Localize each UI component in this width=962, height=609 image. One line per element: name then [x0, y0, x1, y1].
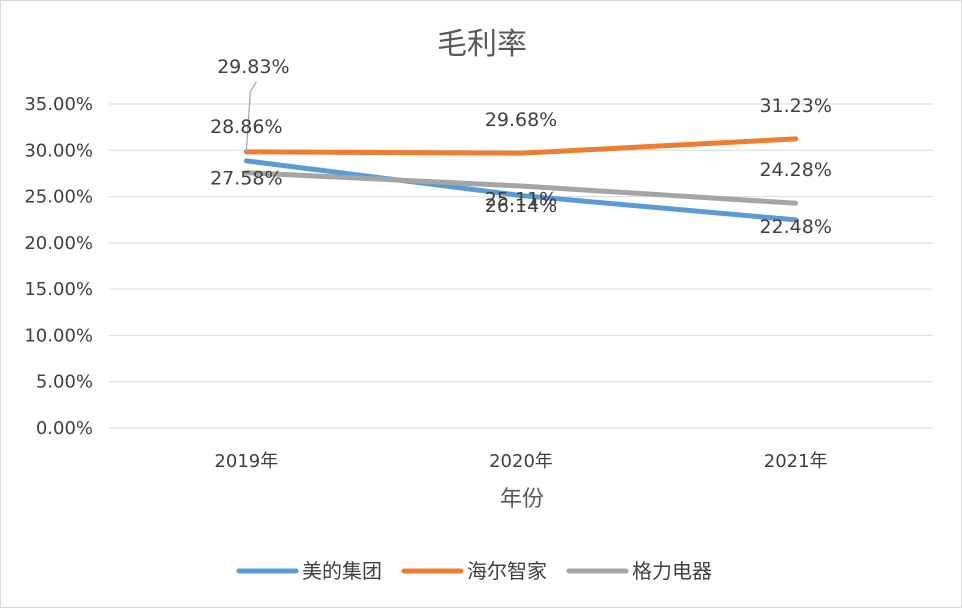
y-tick-label: 35.00%	[24, 94, 93, 115]
data-label: 24.28%	[759, 159, 831, 181]
data-label: 31.23%	[759, 95, 831, 117]
legend: 美的集团 海尔智家 格力电器	[236, 559, 712, 583]
y-tick-label: 15.00%	[24, 279, 93, 300]
chart-title: 毛利率	[437, 27, 527, 62]
data-label: 25.11%	[485, 189, 557, 211]
data-label: 26.14%	[485, 195, 557, 217]
y-tick-label: 0.00%	[36, 418, 93, 439]
data-label: 27.58%	[210, 168, 282, 190]
x-tick-label: 2021年	[764, 451, 828, 472]
data-labels: 28.86% 25.11% 22.48% 29.83% 29.68% 31.23% 27.5…	[210, 56, 832, 238]
series-line-2	[243, 136, 799, 156]
data-label: 29.83%	[217, 56, 289, 78]
data-label: 22.48%	[759, 216, 831, 238]
y-tick-label: 20.00%	[24, 233, 93, 254]
data-label: 29.68%	[485, 109, 557, 131]
data-label: 28.86%	[210, 116, 282, 138]
series-line-3	[243, 170, 799, 206]
leader-line	[245, 81, 257, 152]
legend-label: 美的集团	[302, 559, 382, 583]
x-axis-ticks: 2019年 2020年 2021年	[214, 451, 827, 472]
y-axis-ticks: 0.00% 5.00% 10.00% 15.00% 20.00% 25.00% 30.00%…	[24, 94, 93, 439]
x-axis-title: 年份	[500, 487, 544, 512]
x-tick-label: 2019年	[214, 451, 278, 472]
legend-label: 格力电器	[632, 559, 712, 583]
y-tick-label: 10.00%	[24, 325, 93, 346]
series-line-1	[243, 158, 799, 223]
y-tick-label: 30.00%	[24, 140, 93, 161]
legend-label: 海尔智家	[467, 559, 547, 583]
x-tick-label: 2020年	[489, 451, 553, 472]
y-tick-label: 25.00%	[24, 187, 93, 208]
y-tick-label: 5.00%	[36, 372, 93, 393]
leader-lines	[245, 81, 257, 152]
series-lines	[243, 136, 799, 223]
